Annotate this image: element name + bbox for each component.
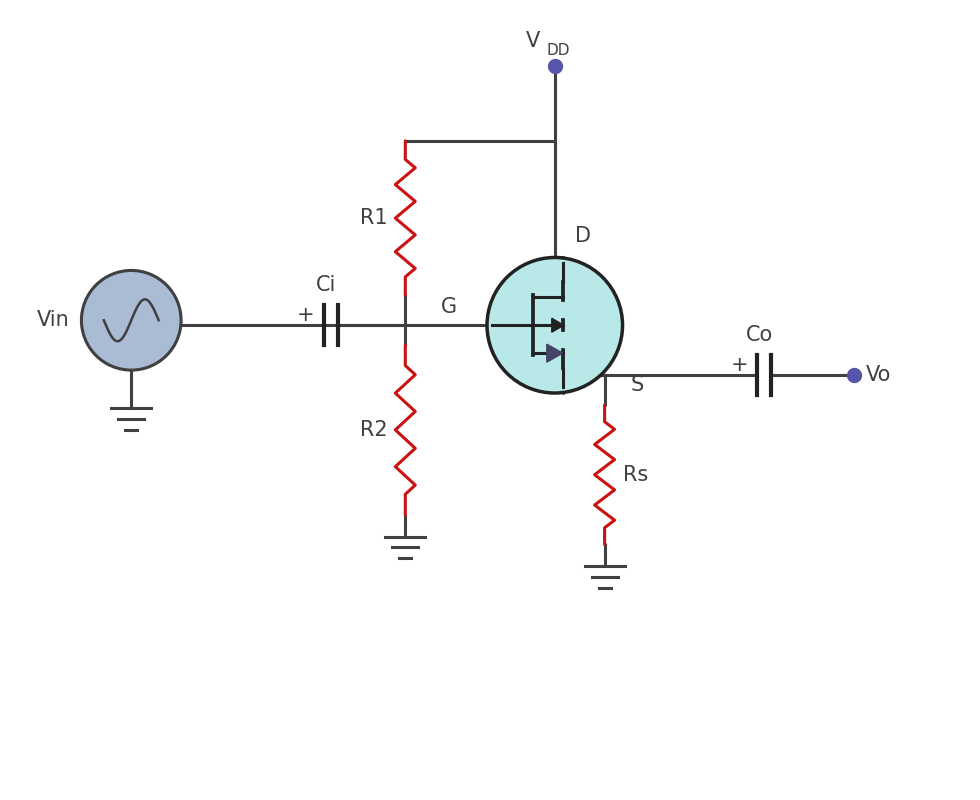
Text: R2: R2 [360, 420, 387, 440]
Circle shape [81, 270, 181, 370]
Polygon shape [547, 344, 563, 362]
Point [846, 369, 861, 382]
Text: R1: R1 [360, 208, 387, 228]
Point [547, 60, 563, 73]
Text: Co: Co [746, 325, 772, 345]
Text: Rs: Rs [622, 465, 648, 485]
Text: D: D [574, 226, 591, 246]
Text: G: G [441, 298, 457, 318]
Text: S: S [630, 375, 644, 395]
Polygon shape [552, 318, 563, 332]
Text: Ci: Ci [316, 275, 336, 295]
Text: Vo: Vo [865, 365, 891, 385]
Text: V: V [525, 31, 540, 51]
Text: +: + [730, 355, 748, 375]
Circle shape [487, 258, 622, 393]
Text: +: + [297, 306, 315, 326]
Text: DD: DD [547, 43, 570, 58]
Text: Vin: Vin [36, 310, 70, 330]
